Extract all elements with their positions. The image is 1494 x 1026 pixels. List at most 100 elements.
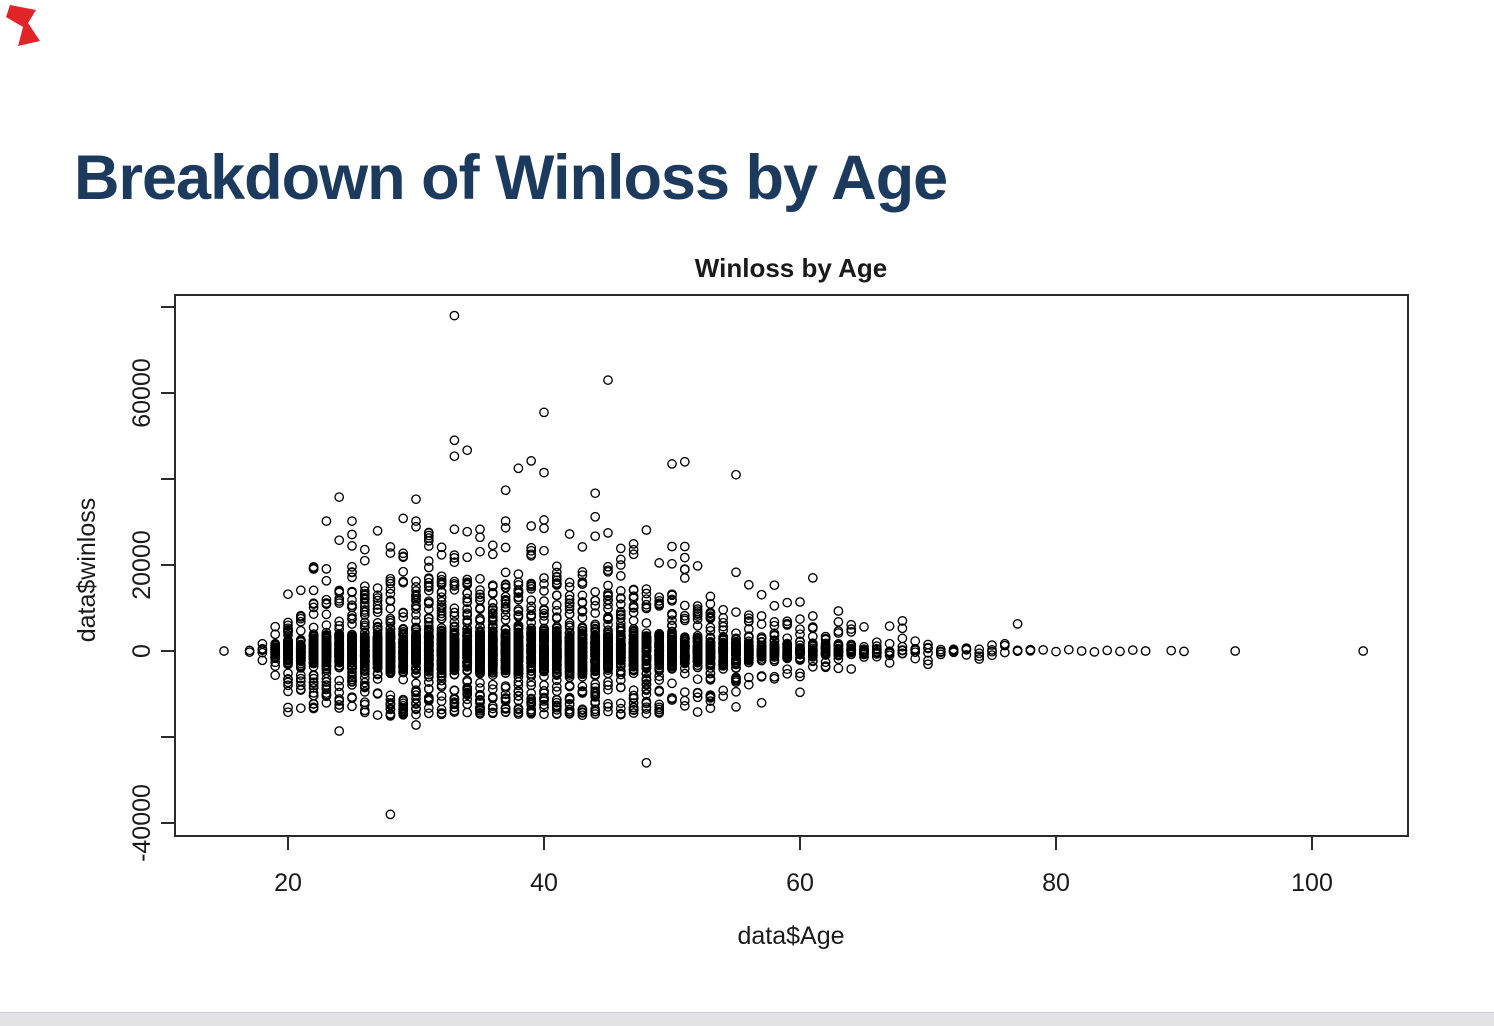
data-point (692, 707, 703, 717)
data-point (449, 694, 460, 705)
data-point (577, 708, 588, 718)
data-point (411, 669, 421, 679)
data-point (603, 566, 613, 577)
data-point (462, 597, 473, 608)
data-point (334, 585, 345, 596)
data-point (500, 660, 511, 671)
data-point (411, 720, 421, 730)
data-point (475, 573, 485, 584)
data-point (308, 647, 319, 658)
data-point (513, 690, 524, 701)
data-point (1140, 646, 1151, 656)
data-point (295, 616, 306, 627)
data-point (487, 643, 498, 654)
data-point (462, 675, 473, 686)
data-point (718, 604, 729, 615)
data-point (385, 618, 396, 628)
data-point (334, 657, 345, 668)
data-point (308, 657, 319, 668)
data-point (500, 542, 511, 553)
data-point (347, 633, 357, 644)
data-point (462, 445, 473, 456)
data-point (398, 548, 409, 559)
data-point (513, 662, 524, 673)
data-point (308, 653, 319, 664)
data-point (487, 660, 498, 670)
data-point (551, 681, 562, 692)
data-point (270, 657, 281, 668)
data-point (436, 658, 447, 669)
data-point (590, 619, 601, 630)
data-point (347, 613, 357, 623)
data-point (321, 691, 332, 702)
data-point (487, 622, 498, 633)
data-point (449, 310, 460, 321)
data-point (283, 686, 293, 697)
data-point (411, 601, 421, 611)
data-point (551, 605, 562, 616)
data-point (372, 663, 383, 673)
data-point (667, 678, 677, 689)
data-point (500, 522, 511, 533)
data-point (372, 658, 383, 669)
data-point (295, 635, 306, 646)
data-point (526, 601, 537, 612)
data-point (257, 655, 268, 666)
data-point (513, 686, 524, 696)
data-point (615, 586, 626, 596)
data-point (436, 708, 447, 718)
data-point (423, 684, 434, 694)
data-point (500, 516, 511, 526)
data-point (564, 663, 575, 674)
data-point (577, 681, 588, 692)
data-point (308, 698, 319, 709)
data-point (449, 576, 460, 587)
data-point (321, 630, 332, 641)
data-point (1179, 646, 1189, 657)
data-point (833, 606, 844, 616)
data-point (359, 544, 370, 555)
data-point (449, 550, 460, 560)
data-point (487, 649, 498, 660)
data-point (475, 532, 485, 543)
data-point (513, 680, 524, 691)
data-point (436, 596, 447, 607)
data-point (603, 375, 613, 385)
data-point (615, 667, 626, 677)
data-point (475, 632, 485, 643)
data-point (372, 595, 383, 606)
data-point (436, 571, 447, 582)
data-point (385, 623, 396, 634)
data-point (423, 556, 434, 566)
data-point (731, 607, 741, 617)
data-point (577, 606, 588, 617)
data-point (321, 516, 332, 526)
data-point (807, 611, 818, 621)
data-point (500, 707, 511, 717)
data-point (551, 572, 562, 582)
data-point (769, 600, 780, 611)
data-point (590, 531, 601, 542)
data-point (603, 680, 613, 691)
data-point (564, 698, 575, 709)
data-point (359, 638, 370, 649)
data-point (398, 653, 409, 663)
data-point (411, 709, 421, 720)
data-point (577, 567, 588, 577)
data-point (564, 598, 575, 609)
data-point (283, 702, 293, 713)
data-point (795, 614, 805, 624)
data-point (475, 595, 485, 605)
data-point (731, 567, 741, 578)
data-point (513, 704, 524, 715)
data-point (628, 636, 639, 647)
data-point (628, 544, 639, 555)
data-point (334, 598, 345, 608)
data-point (334, 650, 345, 660)
data-point (539, 680, 549, 691)
data-point (795, 624, 805, 635)
data-point (283, 624, 293, 635)
data-point (487, 663, 498, 673)
data-point (615, 618, 626, 628)
data-point (577, 639, 588, 649)
